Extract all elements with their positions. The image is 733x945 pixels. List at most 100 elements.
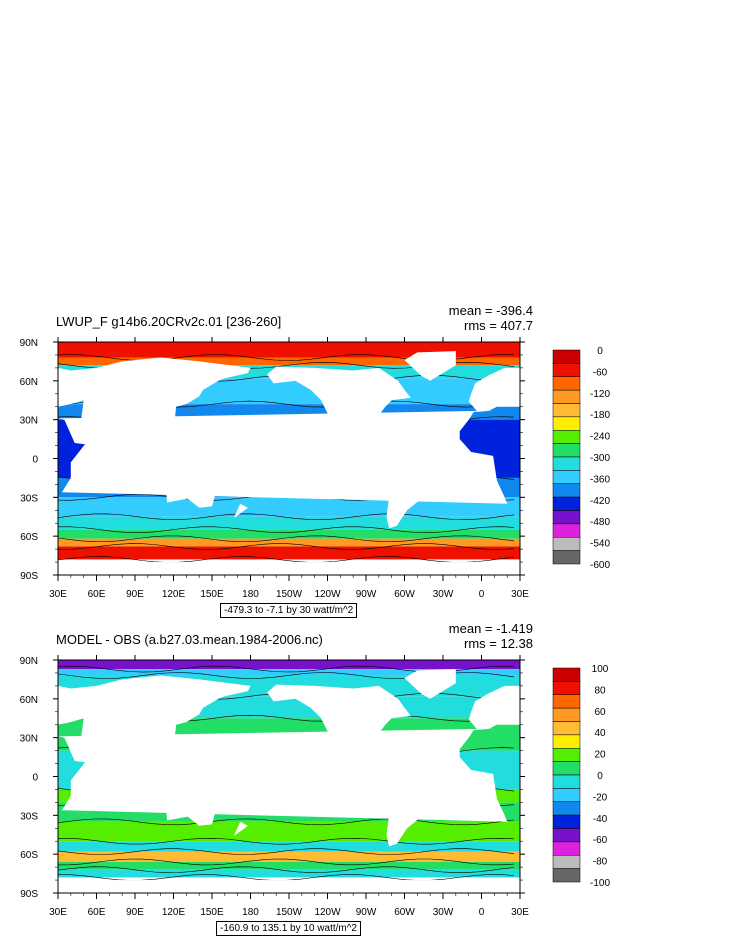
field-band <box>58 546 520 560</box>
y-tick-label: 60N <box>20 377 38 388</box>
x-tick-label: 0 <box>479 907 485 918</box>
colorbar-swatch <box>552 389 581 404</box>
colorbar-label: -240 <box>590 432 610 443</box>
colorbar-swatch <box>552 443 581 458</box>
colorbar-label: -40 <box>593 814 608 825</box>
y-tick-label: 30S <box>20 493 38 504</box>
land-mask <box>267 366 411 449</box>
x-tick-label: 90E <box>126 589 144 600</box>
x-tick-label: 90W <box>356 589 377 600</box>
land-mask <box>233 503 248 518</box>
colorbar-swatch <box>552 721 581 736</box>
field-layer <box>58 342 520 575</box>
colorbar-swatch <box>552 523 581 538</box>
map-plot-2: 90N 60N 30N 0 30S 60S 90S 30E 60E 90E 120E 150E 180 1… <box>20 655 610 918</box>
x-tick-label: 150E <box>200 589 224 600</box>
colorbar-label: -360 <box>590 474 610 485</box>
y-tick-label: 0 <box>32 773 38 784</box>
colorbar-swatch <box>552 496 581 511</box>
colorbar-swatch <box>552 430 581 444</box>
y-tick-label: 60S <box>20 532 38 543</box>
field-layer <box>58 660 520 893</box>
colorbar-swatch <box>552 761 581 776</box>
x-tick-label: 90E <box>126 907 144 918</box>
colorbar-label: -60 <box>593 367 608 378</box>
land-mask <box>141 452 180 471</box>
y-tick-label: 90S <box>20 571 38 582</box>
colorbar-swatch <box>552 363 581 377</box>
x-tick-label: 0 <box>479 589 485 600</box>
colorbar-swatch <box>552 868 581 883</box>
colorbar-label: 0 <box>597 346 603 357</box>
colorbar-label: -480 <box>590 517 610 528</box>
land-mask <box>165 472 216 508</box>
x-tick-label: 120W <box>314 589 341 600</box>
colorbar-label: -20 <box>593 792 608 803</box>
colorbar-swatch <box>552 788 581 802</box>
x-tick-label: 150W <box>276 589 303 600</box>
x-tick-label: 150W <box>276 907 303 918</box>
colorbar-swatch <box>552 416 581 431</box>
x-tick-label: 30E <box>49 907 67 918</box>
colorbar-swatch <box>552 828 581 843</box>
rms-value-2: rms = 12.38 <box>463 636 533 651</box>
antarctica-mask <box>58 562 520 575</box>
field-band <box>58 851 520 862</box>
x-tick-label: 180 <box>242 589 259 600</box>
colorbar-swatch <box>552 841 581 856</box>
colorbar-swatch <box>552 774 581 789</box>
colorbar-label: -60 <box>593 835 608 846</box>
field-band <box>58 538 520 547</box>
colorbar-label: -120 <box>590 389 610 400</box>
colorbar-swatch <box>552 801 581 816</box>
field-band <box>58 869 520 878</box>
colorbar-label: -300 <box>590 453 610 464</box>
x-tick-label: 60E <box>88 907 106 918</box>
colorbar-label: 40 <box>594 728 606 739</box>
colorbar-swatch <box>552 403 581 418</box>
contour-line <box>58 837 515 845</box>
colorbar-label: 60 <box>594 707 606 718</box>
land-mask <box>468 685 520 730</box>
land-mask <box>404 669 456 699</box>
land-mask <box>267 684 411 767</box>
colorbar-label: 0 <box>597 771 603 782</box>
chart-title-1: LWUP_F g14b6.20CRv2c.01 [236-260] <box>56 314 282 329</box>
x-tick-label: 60W <box>394 589 415 600</box>
y-tick-label: 30S <box>20 811 38 822</box>
y-tick-label: 30N <box>20 734 38 745</box>
field-band <box>58 660 520 670</box>
colorbar-swatch <box>552 349 581 364</box>
colorbar-swatch <box>552 694 581 709</box>
x-tick-label: 120W <box>314 907 341 918</box>
land-mask <box>377 445 437 529</box>
x-tick-label: 150E <box>200 907 224 918</box>
land-mask <box>58 675 251 774</box>
contour-line <box>58 866 515 874</box>
colorbar-swatch <box>552 483 581 498</box>
land-mask <box>468 367 520 412</box>
y-tick-label: 0 <box>32 455 38 466</box>
field-band <box>58 669 520 676</box>
x-tick-label: 30E <box>511 907 529 918</box>
colorbar-label: -180 <box>590 410 610 421</box>
range-note-1: -479.3 to -7.1 by 30 watt/m^2 <box>220 603 358 618</box>
land-mask <box>58 357 251 456</box>
colorbar-label: 100 <box>592 664 609 675</box>
colorbar-label: -540 <box>590 539 610 550</box>
y-tick-label: 60N <box>20 695 38 706</box>
antarctica-mask <box>58 880 520 893</box>
x-tick-label: 30E <box>49 589 67 600</box>
range-note-2: -160.9 to 135.1 by 10 watt/m^2 <box>216 921 361 936</box>
y-tick-label: 90N <box>20 338 38 349</box>
field-band <box>58 841 520 852</box>
land-mask <box>233 821 248 836</box>
colorbar-swatch <box>552 855 581 869</box>
field-band <box>58 529 520 539</box>
colorbar-swatch <box>552 748 581 762</box>
x-tick-label: 60E <box>88 589 106 600</box>
y-tick-label: 90N <box>20 656 38 667</box>
x-tick-label: 120E <box>162 907 186 918</box>
contour-line <box>58 513 515 521</box>
colorbar-swatch <box>552 681 581 695</box>
